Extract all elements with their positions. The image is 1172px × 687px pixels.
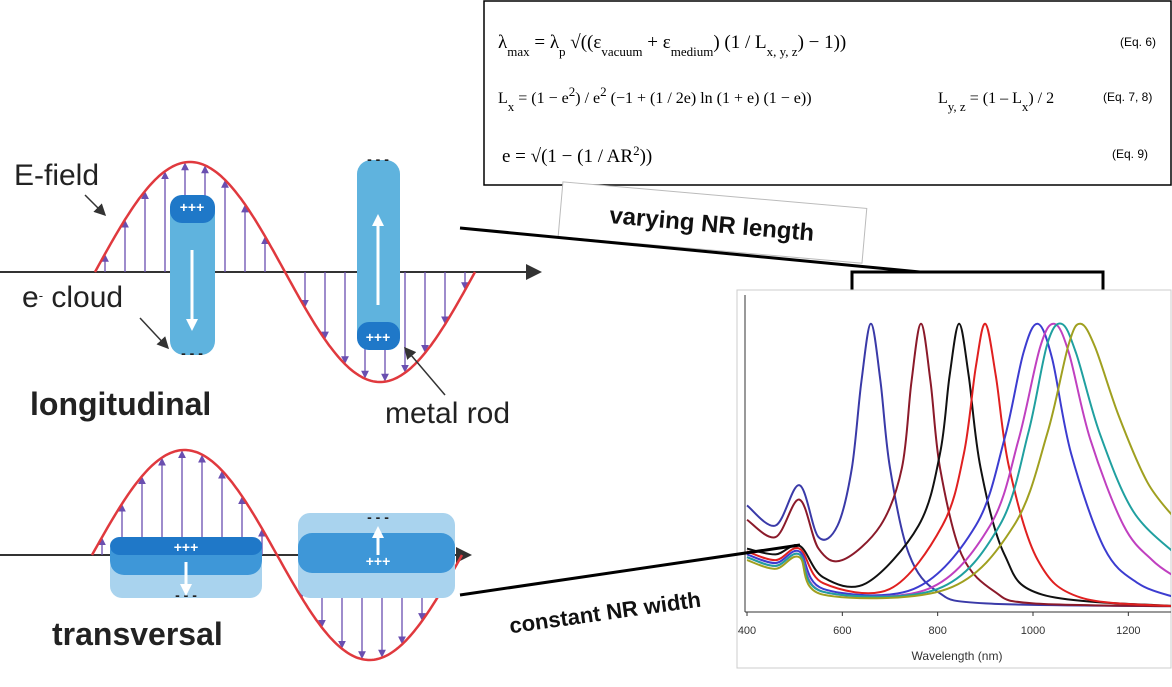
spectrum-line: [746, 322, 1171, 600]
x-tick-label: 800: [928, 625, 946, 637]
eq-part: = λ: [530, 32, 560, 53]
eq-part: ) − 1)): [798, 32, 847, 53]
eq-part: 2: [633, 143, 640, 158]
eq-part: (−1 + (1 / 2e) ln (1 + e) (1 − e)): [607, 90, 812, 107]
spectrum-line: [746, 322, 1171, 607]
eq-part: medium: [671, 44, 714, 59]
charge: - - -: [367, 509, 389, 525]
equations: λmax = λp √((εvacuum + εmedium) (1 / Lx,…: [498, 32, 1156, 167]
eq-part: e = √(1 − (1 / AR: [502, 146, 633, 167]
label: e- cloud: [22, 281, 123, 314]
eq-part: x, y, z: [767, 44, 798, 59]
eq-part: )): [640, 146, 653, 167]
connector: [459, 226, 921, 274]
callout: varying NR length: [557, 181, 868, 264]
label-part: cloud: [43, 281, 123, 314]
plot-area: [746, 322, 1171, 608]
charge: +++: [366, 553, 391, 569]
eq-part: L: [938, 90, 948, 107]
spectrum-line: [746, 322, 1171, 598]
label: E-field: [14, 159, 99, 192]
field-wave: [93, 160, 477, 384]
eq-part: = (1 – L: [966, 90, 1022, 107]
eq-part: vacuum: [601, 44, 642, 59]
equation-label: (Eq. 9): [1112, 147, 1148, 161]
eq-part: max: [507, 44, 530, 59]
eq-part: ) (1 / L: [713, 32, 766, 53]
eq-part: 2: [569, 84, 576, 99]
charge: +++: [174, 539, 199, 555]
eq-part: ) / 2: [1028, 90, 1054, 107]
wave-diagram: [0, 160, 542, 662]
charge: - - -: [181, 345, 203, 361]
eq-part: = (1 − e: [514, 90, 568, 107]
eq-part: y, z: [948, 99, 966, 114]
x-tick-label: 1200: [1116, 625, 1140, 637]
bracket: [850, 270, 1105, 305]
eq-part: 2: [600, 84, 607, 99]
charge: +++: [180, 199, 205, 215]
equation-label: (Eq. 7, 8): [1103, 90, 1152, 104]
eq-part: λ: [498, 32, 508, 53]
eq-part: L: [498, 90, 508, 107]
chart: 400 600 800 1000 1200 Wavelength (nm): [738, 295, 1171, 663]
eq-part: ) / e: [575, 90, 600, 107]
spectrum-line: [746, 322, 1171, 598]
equation-box: [483, 0, 1172, 186]
rod: +++ - - -: [110, 537, 262, 603]
field-wave: [90, 448, 464, 662]
label-part: e: [22, 281, 39, 314]
callout-text: constant NR width: [508, 587, 703, 639]
label-part: -: [39, 288, 43, 303]
x-axis-title: Wavelength (nm): [912, 649, 1003, 663]
label: metal rod: [385, 397, 510, 430]
rod: - - - +++: [357, 151, 400, 350]
label: longitudinal: [30, 386, 211, 422]
equation: Ly, z = (1 – Lx) / 2: [938, 90, 1054, 114]
spectrum-line: [746, 322, 1171, 608]
connector: [459, 543, 801, 597]
x-tick-label: 600: [833, 625, 851, 637]
equation: e = √(1 − (1 / AR2)): [502, 143, 652, 168]
label: transversal: [52, 616, 223, 652]
eq-part: √((ε: [566, 32, 602, 53]
eq-part: x: [508, 99, 515, 114]
equation: Lx = (1 − e2) / e2 (−1 + (1 / 2e) ln (1 …: [498, 84, 812, 114]
eq-part: x: [1022, 99, 1029, 114]
rod: - - - +++: [298, 509, 455, 598]
x-tick-label: 1000: [1021, 625, 1045, 637]
eq-part: + ε: [643, 32, 671, 53]
spectrum-line: [746, 322, 1171, 607]
charge: +++: [366, 329, 391, 345]
spectrum-line: [746, 322, 1171, 608]
x-tick-label: 400: [738, 625, 756, 637]
eq-part: p: [559, 44, 566, 59]
equation: λmax = λp √((εvacuum + εmedium) (1 / Lx,…: [498, 32, 846, 59]
rod: +++ - - -: [170, 195, 215, 361]
equation-label: (Eq. 6): [1120, 35, 1156, 49]
charge: - - -: [367, 151, 389, 167]
